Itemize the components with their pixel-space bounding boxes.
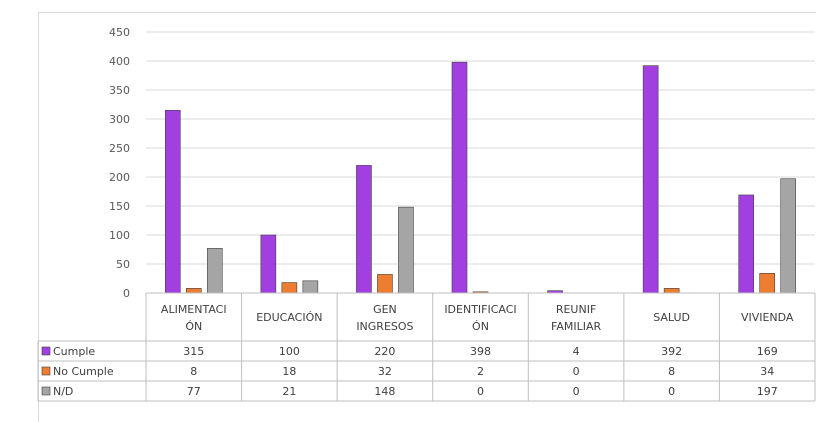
bar [260, 234, 277, 294]
data-table-cell: 0 [668, 385, 675, 398]
x-tick-label: IDENTIFICACI [444, 303, 516, 316]
bar [663, 288, 680, 294]
data-table-cell: 2 [477, 365, 484, 378]
legend-label: Cumple [53, 345, 95, 358]
y-tick-label: 0 [123, 287, 130, 300]
data-table-cell: 100 [279, 345, 300, 358]
data-table-cell: 77 [187, 385, 201, 398]
data-table-cell: 197 [757, 385, 778, 398]
bar [281, 282, 298, 294]
bar [302, 280, 319, 294]
legend-swatch [41, 366, 51, 376]
chart-frame [38, 12, 816, 422]
legend-swatch [41, 346, 51, 356]
bar [356, 165, 372, 294]
x-tick-label: ÓN [185, 320, 202, 333]
legend-swatch [41, 386, 51, 396]
data-table-cell: 32 [378, 365, 392, 378]
y-tick-label: 350 [109, 84, 130, 97]
bar [451, 61, 468, 294]
bar [377, 274, 393, 294]
y-tick-label: 250 [109, 142, 130, 155]
data-table-cell: 18 [282, 365, 296, 378]
bar [759, 272, 776, 294]
data-table-cell: 8 [668, 365, 675, 378]
data-table-cell: 148 [374, 385, 395, 398]
x-tick-label: ALIMENTACI [161, 303, 227, 316]
data-table-cell: 8 [190, 365, 197, 378]
data-table-cell: 4 [573, 345, 580, 358]
legend-label: N/D [53, 385, 73, 398]
x-tick-label: REUNIF [556, 303, 596, 316]
y-tick-label: 450 [109, 26, 130, 39]
bar [164, 110, 181, 294]
bar [642, 65, 659, 294]
y-tick-label: 200 [109, 171, 130, 184]
data-table-cell: 0 [573, 365, 580, 378]
x-tick-label: SALUD [653, 311, 690, 324]
x-tick-label: VIVIENDA [741, 311, 794, 324]
bar [780, 178, 797, 294]
y-tick-label: 400 [109, 55, 130, 68]
data-table-cell: 392 [661, 345, 682, 358]
y-tick-label: 50 [116, 258, 130, 271]
x-tick-label: EDUCACIÓN [256, 311, 322, 324]
x-tick-label: INGRESOS [356, 320, 413, 333]
bar [738, 194, 755, 294]
bar [398, 206, 414, 294]
data-table-cell: 220 [374, 345, 395, 358]
legend-label: No Cumple [53, 365, 114, 378]
y-tick-label: 100 [109, 229, 130, 242]
y-tick-label: 300 [109, 113, 130, 126]
bar [185, 288, 202, 294]
data-table-cell: 21 [282, 385, 296, 398]
data-table-cell: 169 [757, 345, 778, 358]
data-table-cell: 0 [477, 385, 484, 398]
x-tick-label: GEN [373, 303, 397, 316]
data-table-cell: 315 [183, 345, 204, 358]
x-tick-label: FAMILIAR [551, 320, 601, 333]
data-table-cell: 0 [573, 385, 580, 398]
y-tick-label: 150 [109, 200, 130, 213]
data-table-cell: 398 [470, 345, 491, 358]
data-table-cell: 34 [760, 365, 774, 378]
bar [206, 248, 223, 294]
x-tick-label: ÓN [472, 320, 489, 333]
